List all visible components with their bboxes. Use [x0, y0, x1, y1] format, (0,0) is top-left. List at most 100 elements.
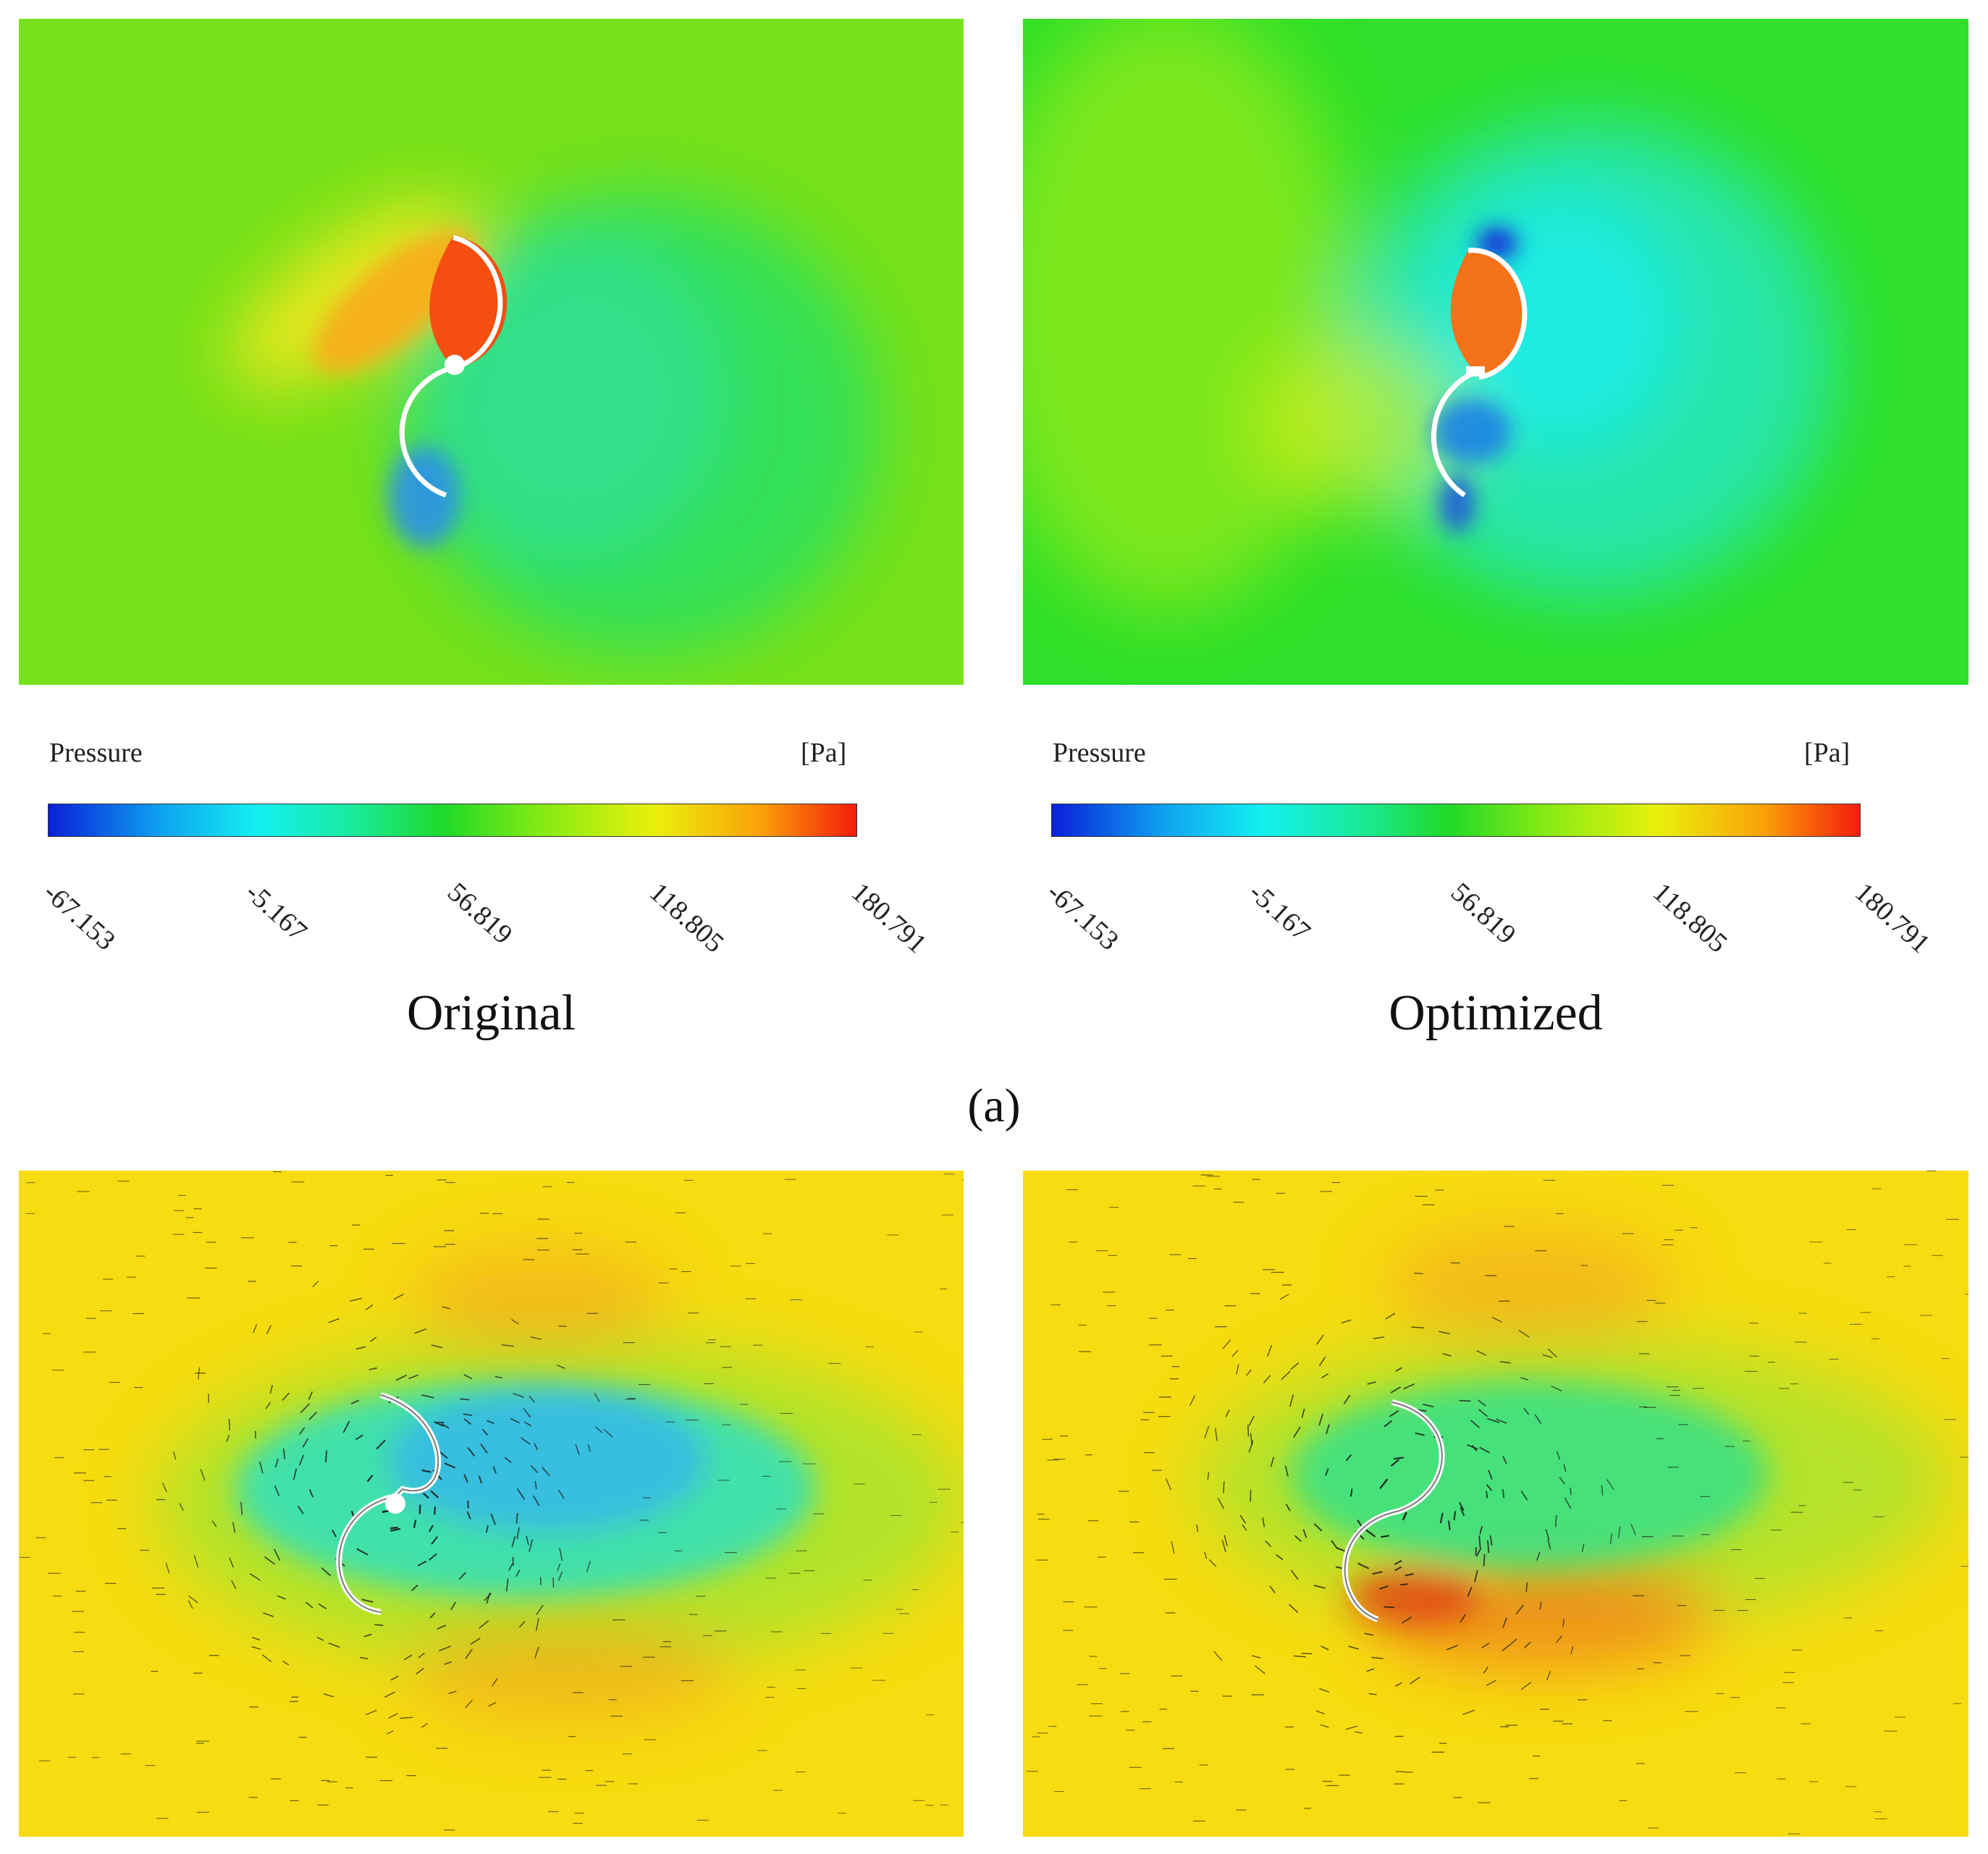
velocity-vector — [261, 1654, 272, 1663]
velocity-vector — [400, 1716, 413, 1719]
velocity-vector — [1349, 1488, 1353, 1497]
velocity-vector — [226, 1434, 230, 1443]
velocity-vector — [1368, 1693, 1377, 1695]
velocity-vector — [1515, 1604, 1524, 1615]
velocity-vector — [418, 1504, 421, 1514]
velocity-vector — [470, 1638, 481, 1645]
velocity-vector — [321, 1567, 332, 1577]
velocity-vector — [388, 1713, 398, 1719]
velocity-vector — [1301, 1652, 1313, 1655]
velocity-vector — [1315, 1710, 1325, 1715]
velocity-vector — [1489, 1535, 1493, 1546]
velocity-vector — [1486, 1484, 1493, 1491]
velocity-vector — [481, 1428, 489, 1436]
velocity-vector — [511, 1535, 516, 1548]
velocity-vector — [1301, 1408, 1305, 1418]
velocity-vector — [1403, 1383, 1415, 1390]
velocity-vector — [478, 1475, 482, 1484]
velocity-vector — [421, 1394, 434, 1399]
velocity-vector — [488, 1701, 497, 1707]
velocity-vector — [1357, 1520, 1363, 1528]
velocity-vector — [1223, 1481, 1225, 1493]
velocity-vector — [463, 1418, 472, 1425]
velocity-vector — [1395, 1367, 1402, 1372]
velocity-vector — [1394, 1457, 1404, 1460]
velocity-vector — [376, 1439, 386, 1450]
velocity-vector — [421, 1723, 428, 1729]
velocity-vector — [366, 1709, 377, 1716]
velocity-vector — [1495, 1418, 1507, 1424]
velocity-vector — [1266, 1344, 1273, 1357]
velocity-vector — [350, 1399, 360, 1404]
colorbar-title: Pressure — [49, 738, 143, 768]
velocity-vector — [1447, 1520, 1451, 1530]
velocity-vector — [515, 1569, 521, 1577]
velocity-vector — [188, 1600, 193, 1609]
velocity-vector — [463, 1373, 473, 1380]
velocity-vector — [1491, 1316, 1502, 1323]
velocity-vector — [418, 1652, 425, 1659]
velocity-vector — [277, 1595, 286, 1600]
velocity-vector — [1390, 1459, 1399, 1467]
velocity-vector — [229, 1557, 234, 1568]
velocity-vector — [536, 1604, 544, 1615]
velocity-vector — [1390, 1386, 1402, 1394]
velocity-vector — [492, 1678, 498, 1687]
colorbar-unit: [Pa] — [801, 738, 847, 768]
velocity-vector — [249, 1573, 261, 1581]
velocity-vector — [504, 1457, 512, 1464]
velocity-vector — [1364, 1632, 1373, 1636]
velocity-vector — [530, 1336, 542, 1340]
velocity-vector — [1402, 1512, 1407, 1521]
velocity-vector — [1559, 1476, 1566, 1485]
velocity-vector — [1288, 1604, 1299, 1614]
velocity-vector — [479, 1620, 489, 1629]
velocity-vector — [1281, 1370, 1291, 1381]
colorbar-tick: 56.819 — [1444, 877, 1522, 951]
velocity-vector — [1460, 1507, 1465, 1517]
velocity-vector — [528, 1539, 534, 1552]
velocity-vector — [1242, 1524, 1247, 1531]
velocity-vector — [1442, 1352, 1452, 1357]
velocity-vector — [308, 1489, 314, 1498]
velocity-vector — [1609, 1533, 1613, 1544]
velocity-vector — [1379, 1585, 1389, 1590]
velocity-vector — [1547, 1348, 1557, 1358]
velocity-vector — [1383, 1420, 1393, 1428]
velocity-vector — [165, 1562, 170, 1574]
velocity-vector — [1478, 1535, 1481, 1548]
velocity-vector — [1525, 1583, 1528, 1593]
velocity-vector — [431, 1344, 443, 1349]
velocity-vector — [485, 1525, 489, 1533]
velocity-vector — [1373, 1336, 1385, 1339]
velocity-vector — [1316, 1334, 1324, 1345]
velocity-vector — [417, 1560, 427, 1567]
velocity-vector — [429, 1553, 437, 1561]
velocity-vector — [188, 1596, 198, 1604]
velocity-vector — [323, 1693, 334, 1698]
colorbar-tick: 56.819 — [441, 877, 518, 951]
velocity-vector — [586, 1560, 591, 1573]
velocity-vector — [1313, 1523, 1323, 1532]
velocity-vector — [1470, 1420, 1480, 1428]
velocity-vector — [328, 1642, 340, 1648]
velocity-vector — [299, 1427, 306, 1435]
velocity-vector — [1262, 1517, 1265, 1528]
velocity-vector — [200, 1469, 206, 1481]
velocity-vector — [1411, 1326, 1425, 1329]
velocity-vector — [1365, 1529, 1376, 1538]
velocity-vector — [494, 1375, 502, 1379]
velocity-vector — [1213, 1651, 1223, 1661]
velocity-vector — [240, 1501, 243, 1515]
velocity-vector — [431, 1535, 439, 1545]
velocity-vector — [1217, 1498, 1225, 1509]
velocity-vector — [1404, 1573, 1414, 1577]
velocity-vector — [274, 1548, 281, 1561]
velocity-vector — [467, 1447, 476, 1457]
velocity-vector — [1475, 1547, 1477, 1556]
velocity-vector — [1254, 1665, 1265, 1674]
velocity-vector — [1251, 1655, 1261, 1659]
velocity-vector — [1459, 1399, 1471, 1402]
colorbar-tick: 180.791 — [1848, 877, 1936, 960]
velocity-vector — [265, 1402, 271, 1410]
